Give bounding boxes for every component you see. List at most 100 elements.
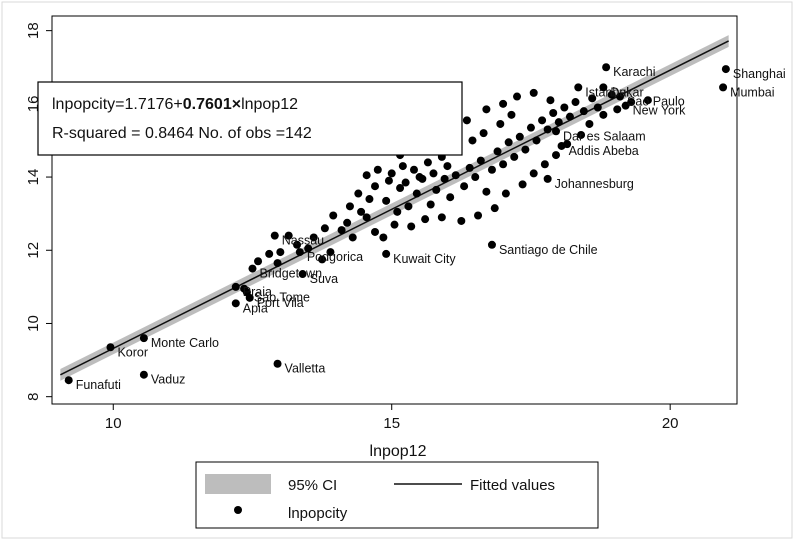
regression-annotation: lnpopcity=1.7176+0.7601×lnpop12 R-square… xyxy=(37,81,463,156)
data-point xyxy=(474,211,483,220)
data-point xyxy=(510,152,519,161)
labeled-point: Kuwait City xyxy=(382,249,456,266)
data-point-marker xyxy=(270,231,279,240)
labeled-point: Dar es Salaam xyxy=(552,127,646,143)
data-point xyxy=(490,204,499,213)
labeled-point: Karachi xyxy=(602,63,656,79)
data-point xyxy=(343,218,352,227)
data-point-marker xyxy=(721,65,730,74)
labeled-point: New York xyxy=(621,101,687,118)
data-point xyxy=(543,125,552,134)
data-point xyxy=(276,248,285,257)
data-point xyxy=(457,216,466,225)
data-point xyxy=(529,88,538,97)
data-point xyxy=(265,249,274,258)
data-point xyxy=(357,207,366,216)
data-point xyxy=(471,173,480,182)
data-point xyxy=(487,165,496,174)
data-point xyxy=(496,119,505,128)
equation-text: lnpopcity=1.7176+0.7601×lnpop12 xyxy=(52,96,298,113)
data-point-marker xyxy=(599,83,608,92)
data-point xyxy=(504,138,513,147)
labeled-point: Istanbul xyxy=(574,83,629,99)
data-point xyxy=(379,233,388,242)
data-point xyxy=(588,94,597,103)
data-point xyxy=(565,112,574,121)
data-point xyxy=(384,176,393,185)
data-point xyxy=(429,169,438,178)
labeled-point: Sao Paulo xyxy=(616,92,685,109)
data-point xyxy=(396,184,405,193)
x-tick-label: 15 xyxy=(383,415,400,432)
x-axis-title: lnpop12 xyxy=(370,443,427,460)
labeled-point: Sao Tome xyxy=(242,288,310,304)
data-point-label: Shanghai xyxy=(733,67,786,81)
data-point xyxy=(362,171,371,180)
data-point-label: Praia xyxy=(243,285,272,299)
data-point-marker xyxy=(139,370,148,379)
data-point xyxy=(546,96,555,105)
data-point xyxy=(412,189,421,198)
data-point xyxy=(401,178,410,187)
data-point xyxy=(599,110,608,119)
legend-ci-swatch xyxy=(205,474,271,494)
data-point xyxy=(409,165,418,174)
labeled-point: Praia xyxy=(231,282,272,299)
data-point xyxy=(440,174,449,183)
data-point-label: Dakar xyxy=(610,85,643,99)
data-point-marker xyxy=(248,264,257,273)
annotation-box xyxy=(37,81,463,156)
data-point-label: Koror xyxy=(117,345,148,359)
labeled-point: Santiago de Chile xyxy=(487,240,598,257)
data-point xyxy=(387,169,396,178)
data-point-marker xyxy=(719,83,728,92)
data-point-marker xyxy=(242,288,251,297)
labeled-point: Nassau xyxy=(270,231,324,248)
data-point xyxy=(476,156,485,165)
data-point xyxy=(613,105,622,114)
data-point-marker xyxy=(552,127,561,136)
data-point xyxy=(554,118,563,127)
data-point-marker xyxy=(231,282,240,291)
y-tick-label: 14 xyxy=(25,169,42,186)
data-point xyxy=(373,165,382,174)
data-point xyxy=(371,182,380,191)
data-point-marker xyxy=(616,92,625,101)
labeled-point: Mumbai xyxy=(719,83,775,99)
data-point xyxy=(415,173,424,182)
data-point xyxy=(293,240,302,249)
data-point-label: Vaduz xyxy=(151,373,186,387)
data-point-label: Funafuti xyxy=(76,378,121,392)
data-point xyxy=(643,96,652,105)
data-point-marker xyxy=(382,249,391,258)
data-point xyxy=(304,244,313,253)
data-point xyxy=(398,162,407,171)
labeled-point: Apia xyxy=(231,299,268,315)
data-point xyxy=(465,163,474,172)
data-point-label: Johannesburg xyxy=(555,177,634,191)
data-point xyxy=(529,169,538,178)
data-point-label: Nassau xyxy=(282,234,324,248)
data-point-label: Santiago de Chile xyxy=(499,243,598,257)
y-tick-label: 18 xyxy=(25,22,42,39)
data-point-label: Podgorica xyxy=(307,250,363,264)
data-point xyxy=(390,220,399,229)
x-axis: 10 15 20 xyxy=(105,404,679,432)
data-point xyxy=(479,129,488,138)
data-point xyxy=(273,259,282,268)
y-tick-label: 10 xyxy=(25,315,42,332)
legend: 95% CI Fitted values lnpopcity xyxy=(195,461,599,529)
data-point xyxy=(320,224,329,233)
labeled-point: Bridgetown xyxy=(248,264,322,281)
y-tick-label: 12 xyxy=(25,242,42,259)
labeled-point: Funafuti xyxy=(64,376,121,392)
data-point-label: New York xyxy=(633,104,687,118)
data-point-label: Valletta xyxy=(285,362,326,376)
labeled-point: Valletta xyxy=(273,359,326,376)
data-point xyxy=(404,202,413,211)
x-tick-label: 10 xyxy=(105,415,122,432)
data-point-label: Apia xyxy=(243,301,268,315)
labeled-point: Podgorica xyxy=(295,248,363,264)
